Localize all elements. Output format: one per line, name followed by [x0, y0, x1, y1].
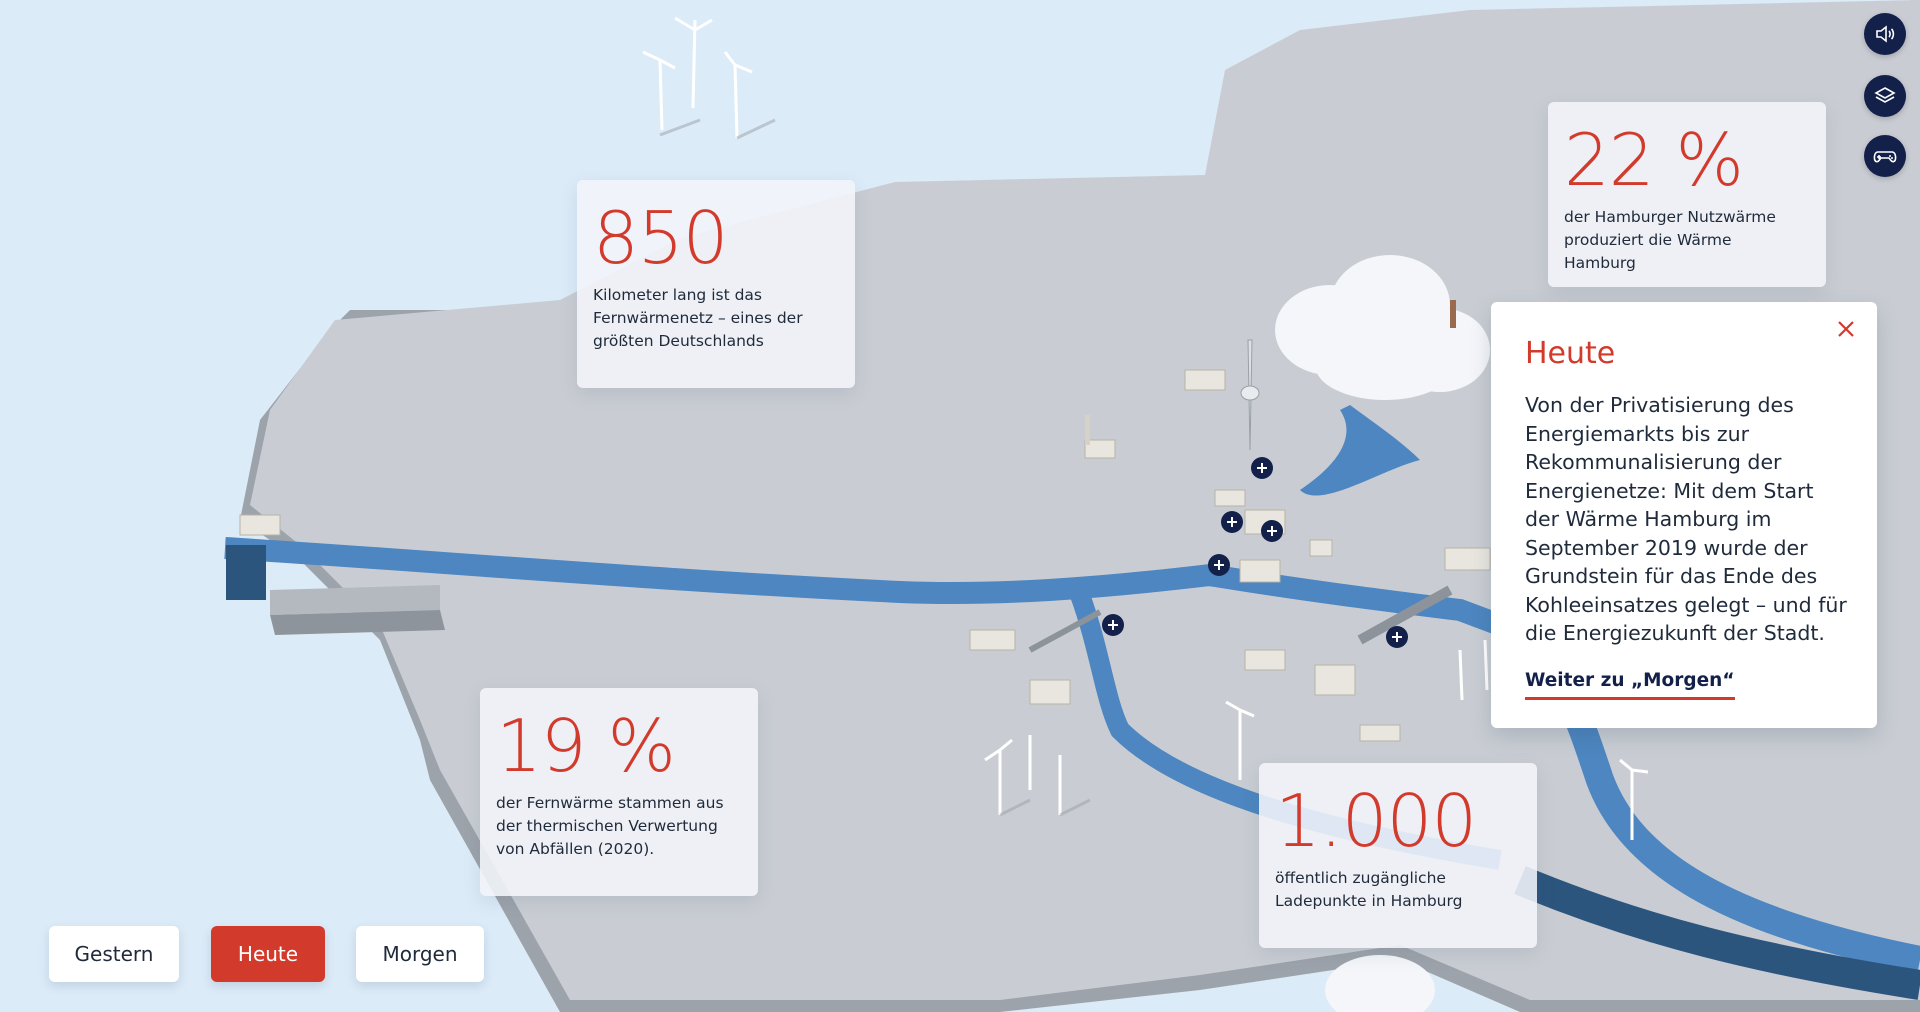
- layers-icon: [1874, 87, 1896, 103]
- stat-text: Kilometer lang ist das Fernwärmenetz – e…: [593, 286, 803, 350]
- stat-card-waste-heat: 19 % der Fernwärme stammen aus der therm…: [480, 688, 758, 896]
- stat-card-network-length: 850 Kilometer lang ist das Fernwärmenetz…: [577, 180, 855, 388]
- stat-value: 850: [593, 196, 728, 280]
- speaker-icon: [1876, 25, 1895, 43]
- stat-card-heat-share: 22 % der Hamburger Nutzwärme produziert …: [1548, 102, 1826, 287]
- layers-button[interactable]: [1864, 75, 1906, 117]
- sound-toggle-button[interactable]: [1864, 13, 1906, 55]
- era-button-heute[interactable]: Heute: [211, 926, 325, 982]
- map-marker-plus-4[interactable]: [1208, 554, 1230, 576]
- map-marker-plus-2[interactable]: [1221, 511, 1243, 533]
- map-marker-plus-3[interactable]: [1261, 520, 1283, 542]
- close-button[interactable]: [1833, 316, 1859, 342]
- stat-text: der Hamburger Nutzwärme produziert die W…: [1564, 208, 1776, 272]
- map-marker-plus-1[interactable]: [1251, 457, 1273, 479]
- detail-title: Heute: [1525, 336, 1616, 371]
- map-marker-plus-5[interactable]: [1102, 614, 1124, 636]
- detail-panel: Heute Von der Privatisierung des Energie…: [1491, 302, 1877, 728]
- era-button-gestern[interactable]: Gestern: [49, 926, 179, 982]
- detail-body: Von der Privatisierung des Energiemarkts…: [1525, 393, 1847, 645]
- gamepad-icon: [1873, 151, 1897, 163]
- stat-card-charging-points: 1.000 öffentlich zugängliche Ladepunkte …: [1259, 763, 1537, 948]
- game-button[interactable]: [1864, 135, 1906, 177]
- map-marker-plus-6[interactable]: [1386, 626, 1408, 648]
- stat-text: öffentlich zugängliche Ladepunkte in Ham…: [1275, 869, 1463, 910]
- stat-text: der Fernwärme stammen aus der thermische…: [496, 794, 724, 858]
- stat-value: 19 %: [496, 704, 676, 788]
- stat-value: 1.000: [1275, 779, 1477, 863]
- close-icon: [1838, 321, 1854, 337]
- next-era-link[interactable]: Weiter zu „Morgen“: [1525, 670, 1735, 700]
- era-button-morgen[interactable]: Morgen: [356, 926, 484, 982]
- stat-value: 22 %: [1564, 118, 1744, 202]
